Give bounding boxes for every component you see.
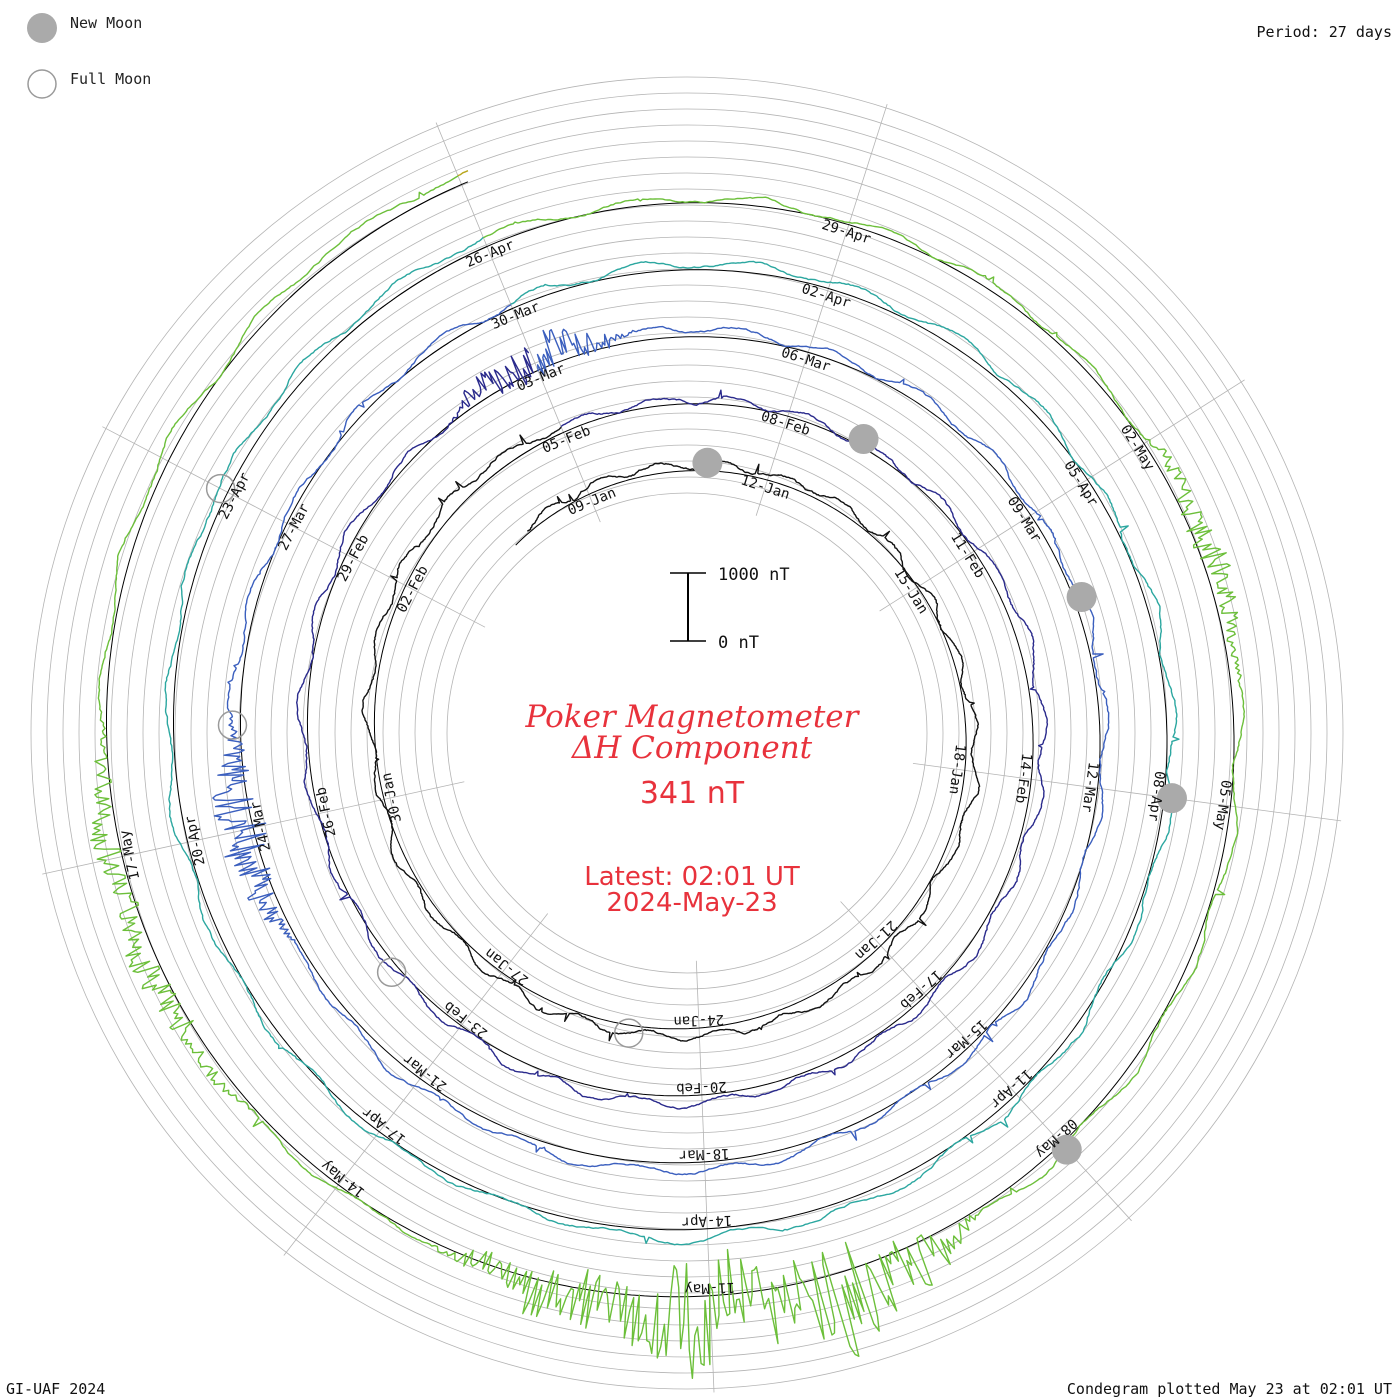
date-label: 05-May: [1211, 779, 1234, 831]
grid-layer: [30, 76, 1344, 1393]
date-label: 23-Apr: [216, 470, 254, 522]
scale-bottom-label: 0 nT: [718, 633, 759, 653]
new-moon-marker: [1051, 1134, 1082, 1165]
scale-bar: [670, 572, 706, 642]
magnetometer-trace-rev-0: [361, 426, 981, 1042]
date-label: 17-Apr: [359, 1104, 409, 1148]
date-label: 09-Jan: [566, 485, 619, 519]
grid-spoke: [102, 426, 486, 628]
grid-ring: [158, 204, 1216, 1262]
date-label: 23-Feb: [441, 998, 491, 1042]
new-moon-marker: [1066, 582, 1097, 613]
credit-label: GI-UAF 2024: [6, 1380, 105, 1398]
latest-time: Latest: 02:01 UT: [584, 862, 800, 892]
grid-spoke: [283, 913, 549, 1256]
date-label: 26-Apr: [464, 237, 517, 271]
grid-ring: [110, 156, 1264, 1310]
grid-spoke: [435, 122, 601, 523]
current-value: 341 nT: [640, 776, 745, 811]
chart-subtitle: ΔH Component: [571, 730, 813, 766]
full-moon-legend-icon: [27, 69, 57, 99]
trace-layer: [90, 170, 1245, 1379]
date-label: 20-Feb: [676, 1078, 727, 1096]
magnetometer-trace-rev-5: [457, 170, 469, 177]
grid-ring: [222, 268, 1152, 1198]
full-moon-marker: [205, 473, 236, 504]
date-label: 18-Jan: [946, 743, 969, 795]
date-label: 14-Apr: [681, 1212, 732, 1230]
grid-ring: [94, 140, 1280, 1326]
date-label: 17-May: [117, 828, 143, 881]
grid-ring: [174, 220, 1200, 1246]
date-label: 05-Feb: [540, 423, 593, 457]
baseline-spiral-rev-1: [306, 369, 1034, 1097]
magnetometer-trace-rev-2: [212, 304, 1110, 1176]
grid-ring: [350, 396, 1024, 1070]
new-moon-marker: [1156, 783, 1187, 814]
date-label: 29-Feb: [335, 532, 373, 584]
grid-ring: [238, 284, 1136, 1182]
chart-title: Poker Magnetometer: [525, 699, 861, 735]
grid-spoke: [840, 901, 1132, 1222]
full-moon-marker: [376, 957, 407, 988]
grid-spoke: [695, 960, 715, 1393]
date-label: 08-Apr: [1145, 770, 1168, 822]
new-moon-legend-label: New Moon: [70, 14, 142, 32]
grid-ring: [78, 124, 1296, 1342]
date-label: 14-Feb: [1012, 752, 1035, 804]
date-label: 26-Feb: [313, 786, 339, 839]
date-label: 24-Jan: [673, 1011, 724, 1029]
latest-date: 2024-May-23: [606, 888, 777, 918]
grid-ring: [382, 428, 992, 1038]
date-label: 12-Mar: [1078, 761, 1101, 813]
grid-ring: [366, 412, 1008, 1054]
new-moon-marker: [692, 447, 723, 478]
date-label: 30-Jan: [379, 771, 405, 824]
baseline-spiral-rev-5: [289, 181, 469, 298]
grid-spoke: [755, 103, 888, 516]
date-label: 18-Mar: [679, 1145, 730, 1163]
date-label: 02-Feb: [394, 563, 432, 615]
plotted-label: Condegram plotted May 23 at 02:01 UT: [1067, 1380, 1392, 1398]
period-label: Period: 27 days: [1257, 23, 1392, 41]
full-moon-marker: [217, 710, 248, 740]
grid-ring: [270, 316, 1104, 1150]
date-label: 11-May: [684, 1279, 735, 1297]
full-moon-marker: [613, 1018, 644, 1048]
date-label: 30-Mar: [489, 299, 542, 333]
magnetometer-trace-rev-1: [296, 347, 1049, 1110]
grid-ring: [414, 460, 960, 1006]
new-moon-legend-icon: [27, 13, 57, 43]
scale-top-label: 1000 nT: [718, 565, 790, 585]
grid-ring: [446, 492, 928, 974]
full-moon-legend-label: Full Moon: [70, 70, 151, 88]
grid-ring: [46, 92, 1328, 1374]
grid-ring: [62, 108, 1312, 1358]
grid-ring: [190, 236, 1184, 1230]
grid-spoke: [912, 762, 1342, 822]
date-label: 06-Mar: [779, 345, 832, 376]
grid-ring: [430, 476, 944, 990]
grid-ring: [254, 300, 1120, 1166]
date-label: 14-May: [318, 1157, 368, 1201]
date-label: 11-Apr: [987, 1065, 1035, 1111]
grid-ring: [398, 444, 976, 1022]
grid-ring: [334, 380, 1040, 1086]
grid-ring: [318, 364, 1056, 1102]
grid-ring: [30, 76, 1344, 1390]
baseline-spiral-rev-4: [106, 186, 1235, 1298]
magnetometer-trace-rev-4: [90, 175, 1245, 1379]
moon-marker-layer: [205, 424, 1187, 1165]
grid-spoke: [879, 379, 1245, 612]
magnetometer-trace-rev-3: [164, 236, 1180, 1246]
baseline-spiral-rev-0: [373, 433, 967, 1030]
date-label: 05-Apr: [1060, 458, 1101, 509]
date-label: 24-Mar: [248, 800, 274, 853]
new-moon-marker: [848, 424, 879, 455]
date-label: 21-Mar: [400, 1051, 450, 1095]
